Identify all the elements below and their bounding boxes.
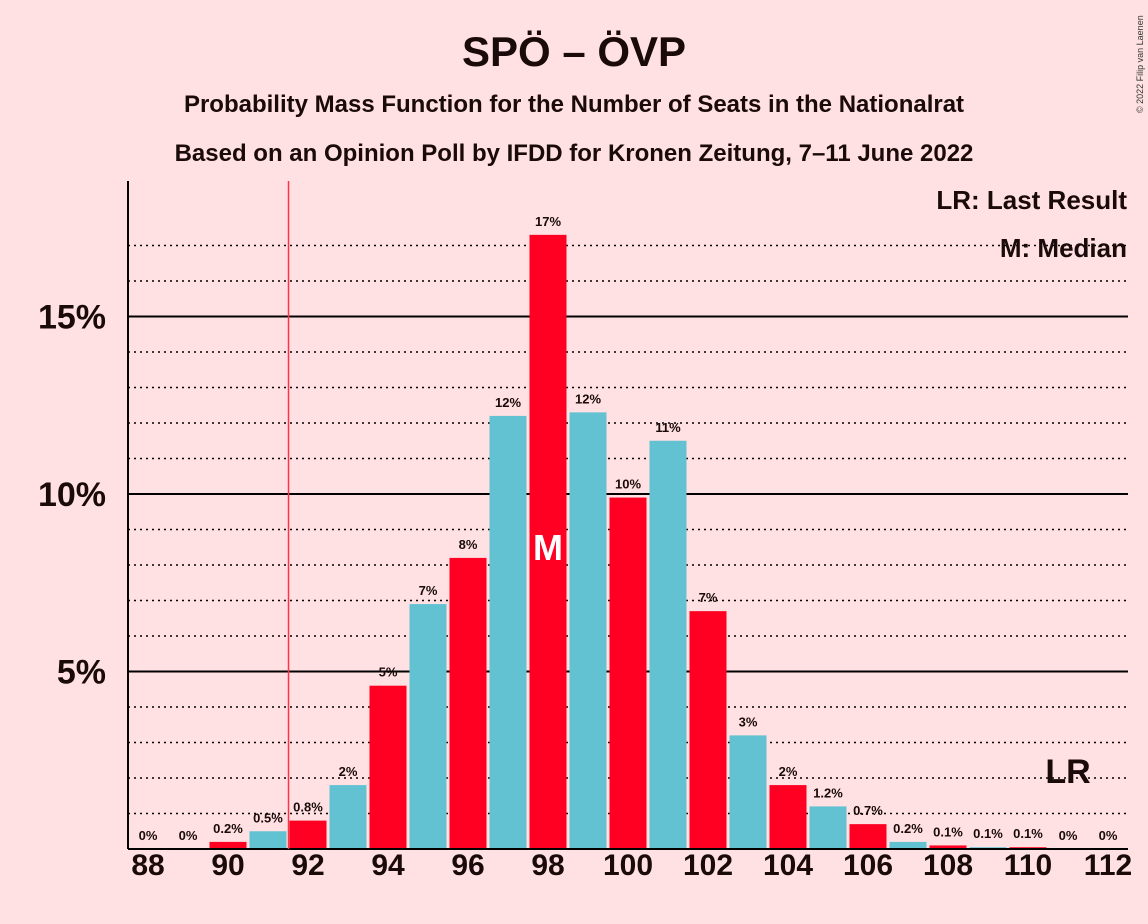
legend-last-result: LR: Last Result (936, 185, 1127, 215)
bar-seat-95 (409, 604, 447, 849)
bar-value-label: 0.1% (973, 826, 1003, 841)
bar-value-label: 0.8% (293, 800, 323, 815)
chart-subtitle-2: Based on an Opinion Poll by IFDD for Kro… (175, 140, 974, 167)
bar-value-label: 0.1% (1013, 826, 1043, 841)
bar-seat-96 (449, 557, 487, 849)
x-tick-label: 92 (291, 849, 324, 882)
bar-seat-92 (289, 820, 327, 849)
bar-seat-107 (889, 841, 927, 849)
bar-seat-99 (569, 412, 607, 849)
bar-seat-105 (809, 806, 847, 849)
bar-value-label: 12% (495, 395, 521, 410)
bar-seat-91 (249, 831, 287, 849)
bar-value-label: 1.2% (813, 785, 843, 800)
x-tick-label: 88 (131, 849, 164, 882)
bar-value-label: 11% (655, 420, 681, 435)
median-marker: M (533, 527, 563, 568)
bar-value-label: 0.7% (853, 803, 883, 818)
bar-value-label: 0% (139, 828, 158, 843)
bar-value-label: 0.2% (213, 821, 243, 836)
bar-seat-93 (329, 785, 367, 849)
bar-seat-108 (929, 845, 967, 849)
x-tick-label: 108 (923, 849, 973, 882)
bar-seat-98 (529, 234, 567, 850)
x-tick-label: 102 (683, 849, 733, 882)
bar-seat-94 (369, 685, 407, 849)
x-tick-label: 98 (531, 849, 564, 882)
y-tick-label: 5% (57, 654, 106, 692)
bar-value-label: 7% (419, 583, 438, 598)
bar-seat-101 (649, 440, 687, 849)
bar-value-label: 2% (339, 764, 358, 779)
bar-value-label: 8% (459, 537, 478, 552)
x-tick-label: 90 (211, 849, 244, 882)
bar-value-label: 0.1% (933, 824, 963, 839)
chart-title: SPÖ – ÖVP (462, 28, 686, 75)
bar-value-label: 3% (739, 714, 758, 729)
x-axis-ticks: 88 90 92 94 96 98 100 102 104 106 108 110 112 (131, 849, 1132, 882)
copyright-note: © 2022 Filip van Laenen (1135, 15, 1145, 113)
y-tick-label: 10% (38, 476, 106, 514)
bar-labels-group: 0% 0% 0.2% 0.5% 0.8% 2% 5% 7% 8% 12% 17% 12% 10% 11% 7… (139, 214, 1118, 843)
bar-value-label: 7% (699, 590, 718, 605)
x-tick-label: 100 (603, 849, 653, 882)
y-axis-ticks: 5% 10% 15% (38, 299, 106, 692)
bar-value-label: 0% (179, 828, 198, 843)
bar-seat-90 (209, 841, 247, 849)
bar-value-label: 17% (535, 214, 561, 229)
bar-value-label: 0% (1099, 828, 1118, 843)
bar-value-label: 10% (615, 477, 641, 492)
x-tick-label: 106 (843, 849, 893, 882)
last-result-marker: LR (1045, 753, 1090, 791)
bar-value-label: 0.5% (253, 810, 283, 825)
bar-seat-103 (729, 735, 767, 849)
chart-subtitle-1: Probability Mass Function for the Number… (184, 91, 964, 118)
bar-value-label: 12% (575, 391, 601, 406)
x-tick-label: 96 (451, 849, 484, 882)
x-tick-label: 112 (1084, 849, 1132, 882)
bar-value-label: 0% (1059, 828, 1078, 843)
x-tick-label: 94 (371, 849, 405, 882)
x-tick-label: 104 (763, 849, 813, 882)
bar-seat-106 (849, 824, 887, 849)
bar-seat-102 (689, 611, 727, 849)
x-tick-label: 110 (1004, 849, 1052, 882)
bar-seat-97 (489, 415, 527, 849)
y-tick-label: 15% (38, 299, 106, 337)
bar-seat-100 (609, 497, 647, 849)
bar-value-label: 5% (379, 665, 398, 680)
bars-group (209, 234, 1047, 850)
bar-value-label: 0.2% (893, 821, 923, 836)
bar-seat-104 (769, 785, 807, 849)
bar-value-label: 2% (779, 764, 798, 779)
legend-median: M: Median (1000, 233, 1127, 263)
